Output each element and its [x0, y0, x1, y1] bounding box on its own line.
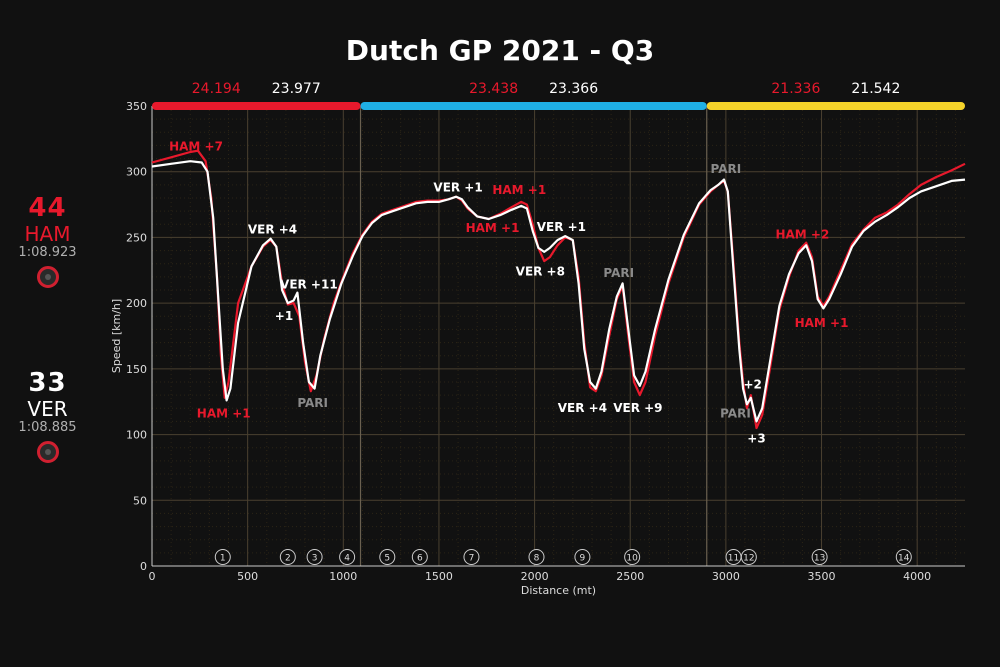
corner-label: 11: [728, 554, 739, 564]
x-tick-label: 4000: [903, 570, 931, 583]
driver-code: VER: [27, 397, 68, 421]
soft-tyre-icon: [36, 441, 59, 463]
soft-tyre-icon: [36, 266, 59, 288]
corner-marker: [279, 549, 296, 565]
lap-time: 1:08.923: [18, 245, 77, 260]
corner-marker: [306, 549, 323, 565]
delta-annotation: HAM +1: [197, 406, 251, 420]
y-tick-label: 150: [126, 363, 147, 376]
corner-marker: [624, 549, 641, 565]
corner-marker: [214, 549, 231, 565]
delta-annotation: PARI: [603, 266, 634, 280]
x-tick-label: 2000: [521, 570, 549, 583]
x-tick-label: 500: [237, 570, 258, 583]
delta-annotation: VER +1: [433, 180, 482, 194]
delta-annotation: VER +4: [248, 222, 297, 236]
driver-number: 33: [28, 368, 67, 398]
corner-marker: [339, 549, 356, 565]
delta-annotation: HAM +1: [466, 221, 520, 235]
sector-time-ham: 23.438: [469, 81, 518, 97]
x-tick-label: 3000: [712, 570, 740, 583]
y-tick-label: 200: [126, 297, 147, 310]
sector-time-ham: 21.336: [771, 81, 820, 97]
y-tick-label: 250: [126, 231, 147, 244]
delta-annotation: VER +4: [558, 401, 607, 415]
corner-label: 6: [417, 554, 423, 564]
delta-annotation: PARI: [711, 162, 742, 176]
delta-annotation: VER +8: [516, 265, 565, 279]
delta-annotation: VER +11: [280, 278, 338, 292]
delta-annotation: HAM +1: [492, 183, 546, 197]
y-tick-label: 50: [133, 494, 147, 507]
corner-marker: [895, 549, 912, 565]
sector-time-ham: 24.194: [192, 81, 241, 97]
delta-annotation: +2: [743, 378, 761, 392]
y-tick-label: 0: [140, 560, 147, 573]
x-tick-label: 0: [149, 570, 156, 583]
x-axis-label: Distance (mt): [521, 584, 596, 597]
driver-number: 44: [28, 193, 67, 223]
delta-annotation: HAM +7: [169, 140, 223, 154]
corner-label: 14: [898, 554, 910, 564]
corner-marker: [811, 549, 828, 565]
corner-marker: [463, 549, 480, 565]
corner-marker: [574, 549, 591, 565]
delta-annotation: VER +9: [613, 401, 662, 415]
driver-card-ver: 33 VER 1:08.885: [0, 368, 95, 463]
delta-annotation: VER +1: [537, 220, 586, 234]
corner-label: 10: [626, 554, 638, 564]
sector-time-ver: 23.366: [549, 81, 598, 97]
corner-marker: [740, 549, 757, 565]
corner-label: 5: [384, 554, 390, 564]
corner-marker: [411, 549, 428, 565]
corner-label: 7: [469, 554, 475, 564]
delta-annotation: PARI: [720, 406, 751, 420]
corner-label: 9: [580, 554, 586, 564]
y-axis-label: Speed [km/h]: [110, 299, 123, 373]
corner-label: 2: [285, 554, 291, 564]
delta-annotation: +1: [275, 309, 293, 323]
corner-label: 4: [344, 554, 350, 564]
corner-label: 8: [534, 554, 540, 564]
delta-annotation: HAM +2: [775, 228, 829, 242]
x-tick-label: 3500: [808, 570, 836, 583]
series-line-ver: [151, 160, 966, 423]
series-line-ham: [151, 149, 966, 430]
x-tick-label: 1000: [329, 570, 357, 583]
y-tick-label: 300: [126, 166, 147, 179]
driver-code: HAM: [24, 222, 71, 246]
corner-label: 13: [814, 554, 825, 564]
sector-time-ver: 23.977: [272, 81, 321, 97]
sector-time-ver: 21.542: [851, 81, 900, 97]
delta-annotation: HAM +1: [795, 316, 849, 330]
corner-marker: [379, 549, 396, 565]
x-tick-label: 1500: [425, 570, 453, 583]
delta-annotation: +3: [747, 431, 765, 445]
corner-label: 1: [220, 554, 226, 564]
y-tick-label: 100: [126, 429, 147, 442]
corner-label: 3: [312, 554, 318, 564]
lap-time: 1:08.885: [18, 420, 77, 435]
driver-card-ham: 44 HAM 1:08.923: [0, 193, 95, 288]
corner-marker: [528, 549, 545, 565]
corner-label: 12: [743, 554, 754, 564]
chart-title: Dutch GP 2021 - Q3: [345, 34, 655, 67]
x-tick-label: 2500: [616, 570, 644, 583]
delta-annotation: PARI: [297, 396, 328, 410]
y-tick-label: 350: [126, 100, 147, 113]
